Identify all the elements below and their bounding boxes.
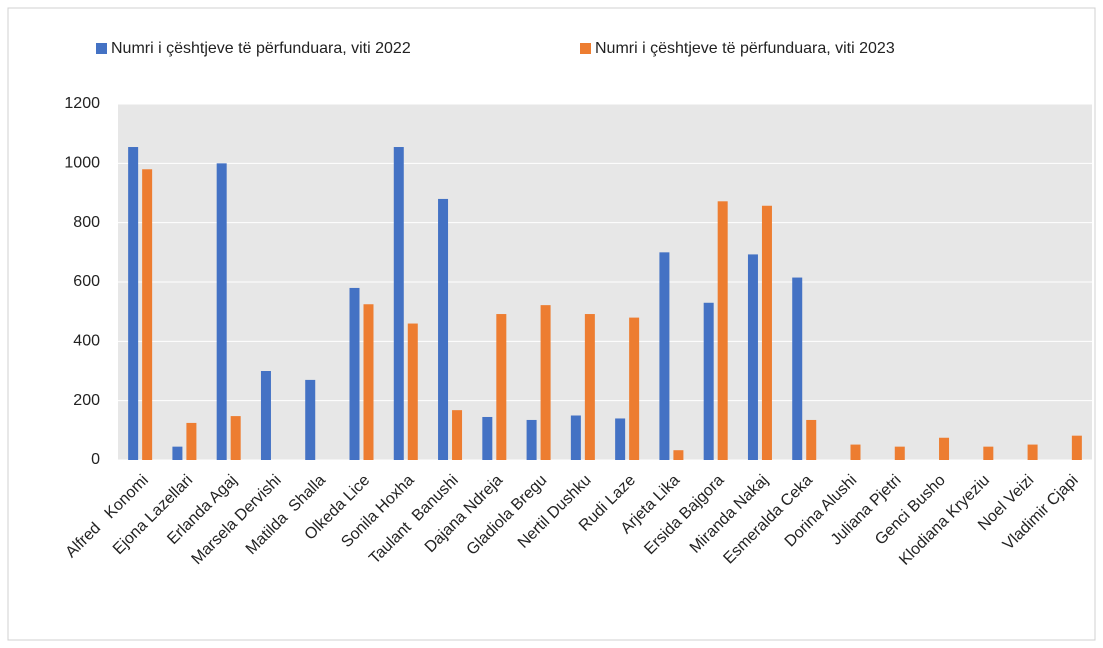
bar bbox=[703, 302, 714, 460]
bar bbox=[407, 323, 418, 460]
bar bbox=[540, 305, 551, 460]
bar bbox=[629, 317, 640, 460]
y-tick-label: 0 bbox=[91, 451, 100, 468]
bar bbox=[349, 287, 360, 460]
bar bbox=[128, 147, 139, 460]
bar bbox=[894, 446, 905, 460]
bar bbox=[570, 415, 581, 460]
bar bbox=[172, 446, 183, 460]
bar bbox=[186, 422, 197, 460]
bar bbox=[983, 446, 994, 460]
bar bbox=[393, 147, 404, 460]
y-tick-label: 1200 bbox=[64, 95, 100, 112]
bar bbox=[673, 450, 684, 460]
bar bbox=[452, 410, 463, 460]
bar bbox=[526, 419, 537, 460]
bar bbox=[792, 277, 803, 460]
bar bbox=[761, 205, 772, 460]
legend-swatch bbox=[96, 43, 107, 54]
bar bbox=[850, 444, 861, 460]
bar bbox=[482, 416, 493, 460]
bar bbox=[717, 201, 728, 460]
bar bbox=[230, 416, 241, 460]
bar bbox=[438, 198, 449, 460]
y-tick-label: 400 bbox=[73, 333, 100, 350]
bar bbox=[216, 163, 227, 461]
bar bbox=[260, 371, 271, 460]
bar bbox=[142, 169, 153, 460]
bar bbox=[584, 314, 595, 460]
y-tick-label: 200 bbox=[73, 392, 100, 409]
legend-swatch bbox=[580, 43, 591, 54]
bar bbox=[806, 419, 817, 460]
legend-label: Numri i çështjeve të përfunduara, viti 2… bbox=[111, 40, 411, 57]
bar bbox=[363, 304, 374, 460]
bar bbox=[659, 252, 670, 460]
legend-label: Numri i çështjeve të përfunduara, viti 2… bbox=[595, 40, 895, 57]
bar bbox=[496, 314, 507, 460]
y-tick-label: 1000 bbox=[64, 155, 100, 172]
bar bbox=[1071, 435, 1082, 460]
bar bbox=[747, 254, 758, 460]
bar bbox=[305, 379, 316, 460]
y-tick-label: 600 bbox=[73, 273, 100, 290]
y-tick-label: 800 bbox=[73, 214, 100, 231]
bar bbox=[939, 437, 950, 460]
bar bbox=[615, 418, 626, 460]
bar bbox=[1027, 444, 1038, 460]
